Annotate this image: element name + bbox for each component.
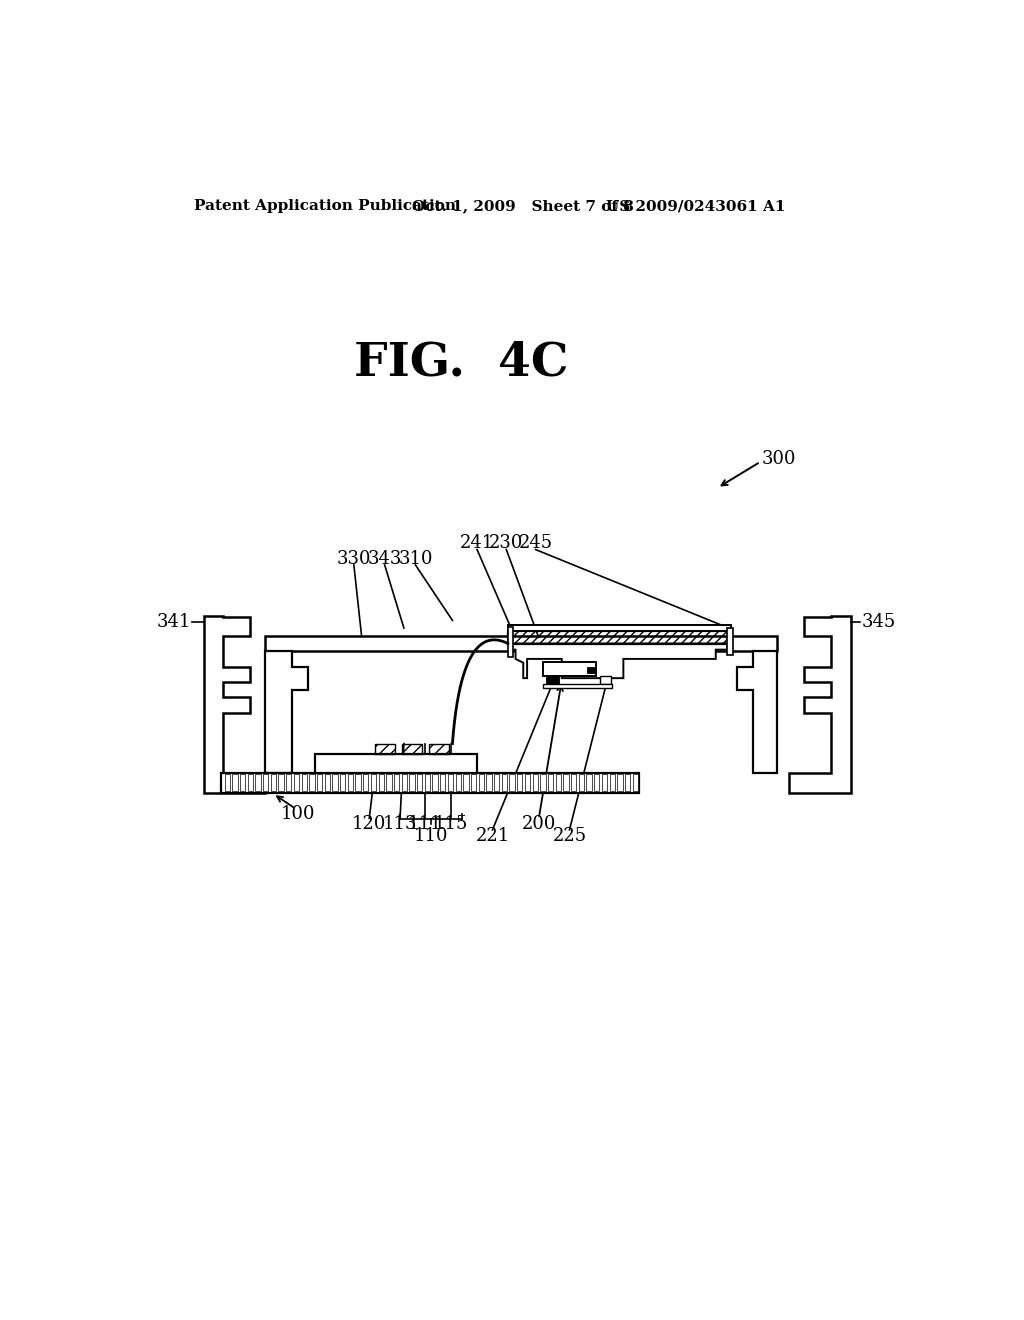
Bar [600, 676, 611, 684]
Text: 221: 221 [475, 828, 510, 845]
Text: 225: 225 [552, 828, 587, 845]
Bar [248, 775, 253, 792]
Bar [386, 775, 391, 792]
Bar [401, 775, 407, 792]
Bar [371, 775, 376, 792]
Bar [587, 668, 595, 673]
Bar [425, 775, 430, 792]
Bar [524, 775, 530, 792]
Text: 120: 120 [352, 816, 386, 833]
Bar [410, 775, 415, 792]
Bar [333, 775, 338, 792]
Bar [556, 775, 561, 792]
Text: FIG.  4C: FIG. 4C [354, 339, 569, 385]
Polygon shape [265, 651, 307, 774]
Bar [571, 775, 577, 792]
Bar [463, 775, 469, 792]
Text: 113: 113 [383, 816, 418, 833]
Bar [456, 775, 461, 792]
Text: 343: 343 [368, 550, 401, 568]
Text: 245: 245 [518, 535, 553, 552]
Text: 111: 111 [409, 816, 442, 833]
Text: 200: 200 [521, 816, 556, 833]
Bar [301, 775, 307, 792]
Bar [543, 684, 611, 688]
Bar [440, 775, 445, 792]
Bar [340, 775, 345, 792]
Bar [508, 627, 513, 657]
Bar [316, 775, 323, 792]
Text: 345: 345 [862, 612, 896, 631]
Bar [432, 775, 438, 792]
Bar [602, 775, 607, 792]
Polygon shape [509, 644, 727, 678]
Bar [240, 775, 246, 792]
Bar [594, 775, 599, 792]
Bar [221, 774, 639, 793]
Bar [727, 628, 733, 655]
Bar [509, 775, 515, 792]
Polygon shape [204, 615, 265, 793]
Bar [286, 775, 292, 792]
Polygon shape [737, 651, 777, 774]
Bar [265, 636, 777, 651]
Bar [517, 775, 522, 792]
Text: 110: 110 [414, 828, 449, 845]
Bar [348, 775, 353, 792]
Text: 115: 115 [434, 816, 468, 833]
Bar [270, 775, 276, 792]
Text: US 2009/0243061 A1: US 2009/0243061 A1 [606, 199, 786, 213]
Bar [532, 775, 538, 792]
Polygon shape [788, 615, 851, 793]
Text: 230: 230 [489, 535, 523, 552]
Bar [294, 775, 299, 792]
Bar [494, 775, 500, 792]
Bar [355, 775, 360, 792]
Bar [429, 743, 450, 755]
Bar [417, 775, 422, 792]
Bar [325, 775, 330, 792]
Bar [471, 775, 476, 792]
Bar [547, 676, 559, 684]
Bar [394, 775, 399, 792]
Bar [263, 775, 268, 792]
Bar [502, 775, 507, 792]
Bar [541, 775, 546, 792]
Bar [548, 775, 553, 792]
Bar [309, 775, 314, 792]
Text: 330: 330 [337, 550, 371, 568]
Text: Patent Application Publication: Patent Application Publication [194, 199, 456, 213]
Bar [232, 775, 238, 792]
Bar [279, 775, 284, 792]
Bar [376, 743, 395, 755]
Bar [617, 775, 623, 792]
Bar [543, 663, 596, 676]
Bar [315, 755, 477, 774]
Bar [563, 775, 568, 792]
Bar [255, 775, 261, 792]
Bar [364, 775, 369, 792]
Bar [633, 775, 638, 792]
Text: 310: 310 [398, 550, 433, 568]
Bar [486, 775, 492, 792]
Bar [478, 775, 484, 792]
Text: 100: 100 [282, 805, 315, 824]
Bar [401, 743, 422, 755]
Bar [224, 775, 230, 792]
Bar [587, 775, 592, 792]
Bar [609, 775, 614, 792]
Bar [447, 775, 454, 792]
Bar [379, 775, 384, 792]
Text: 341: 341 [157, 612, 190, 631]
Bar [579, 775, 584, 792]
Text: Oct. 1, 2009   Sheet 7 of 8: Oct. 1, 2009 Sheet 7 of 8 [412, 199, 634, 213]
Text: 300: 300 [762, 450, 797, 467]
Bar [508, 631, 731, 644]
Bar [625, 775, 631, 792]
Bar [508, 626, 731, 631]
Text: 241: 241 [460, 535, 495, 552]
